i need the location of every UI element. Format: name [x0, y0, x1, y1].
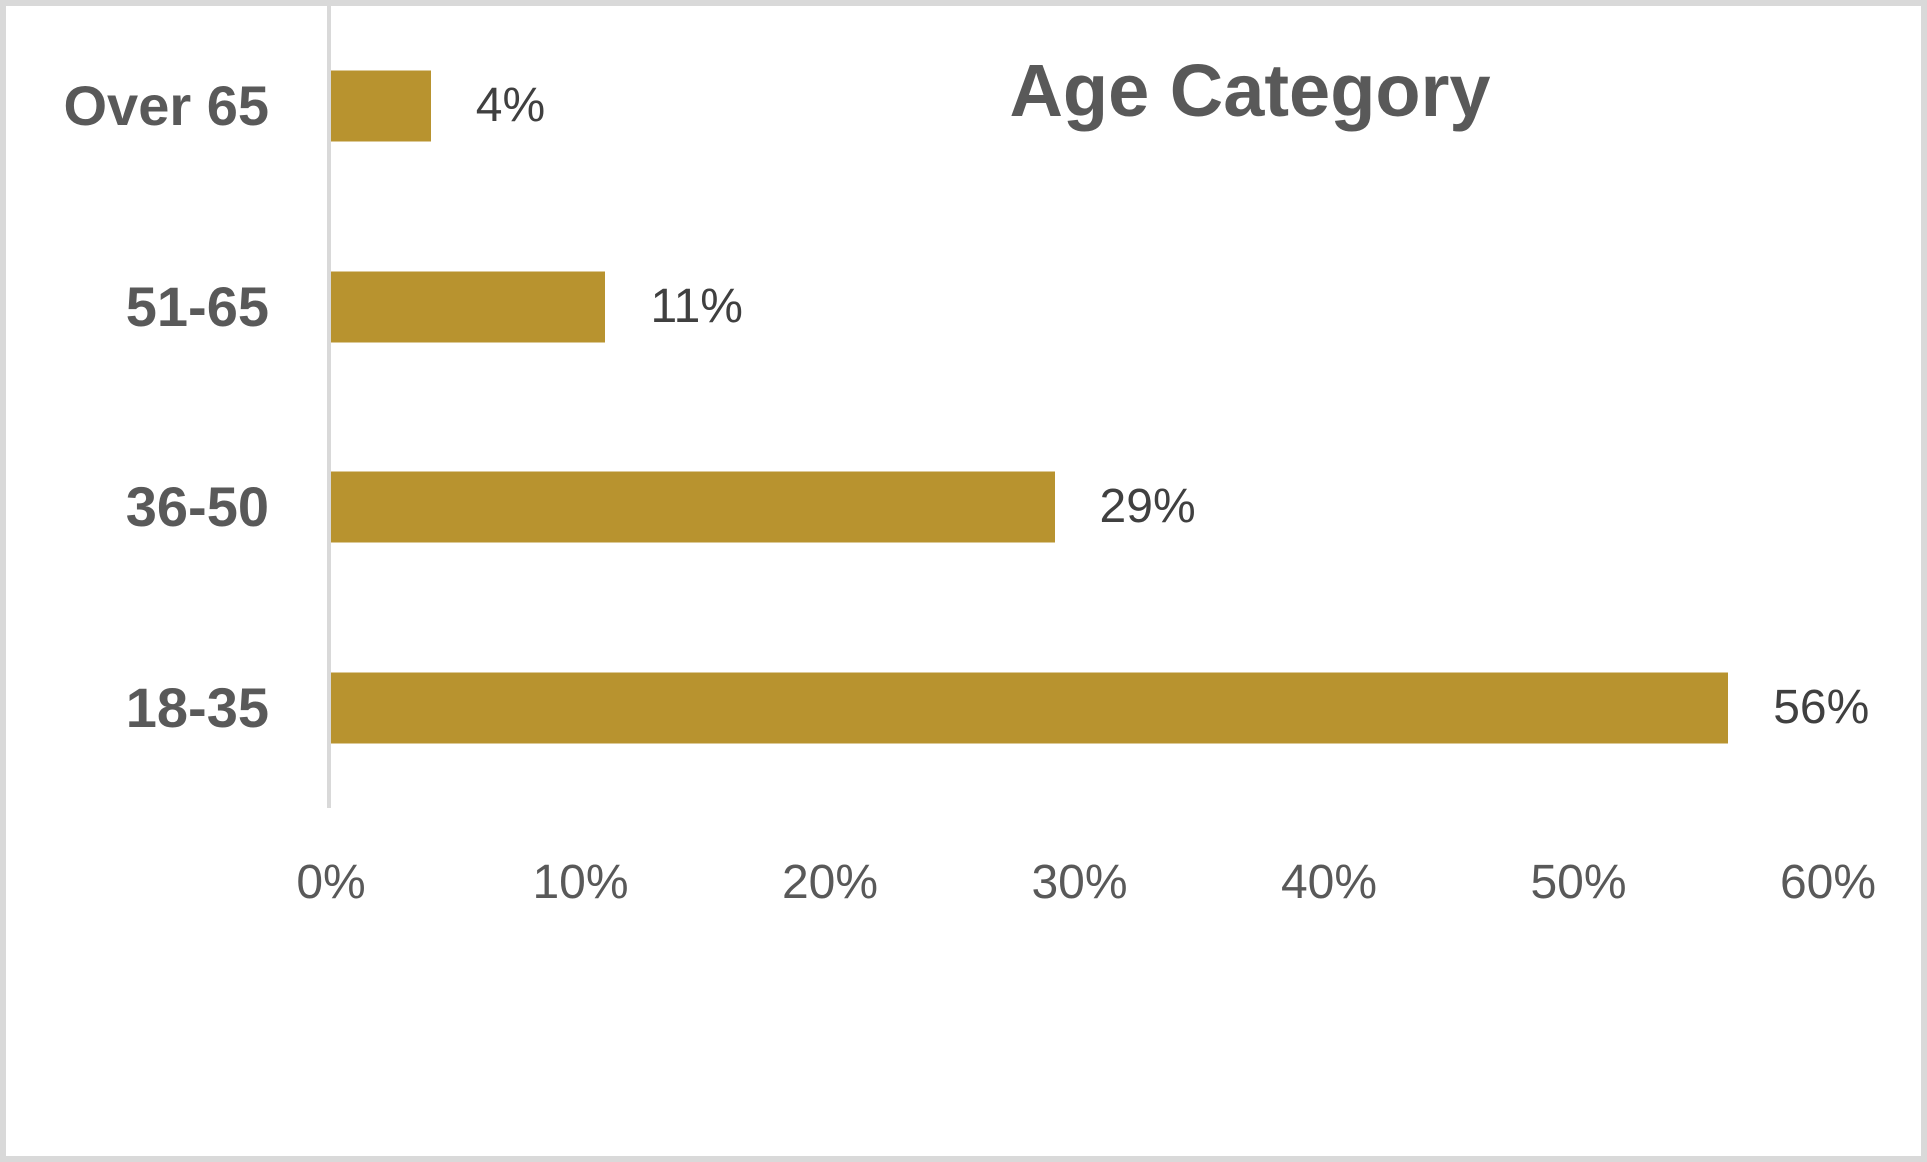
bar-36-50: [331, 471, 1055, 543]
value-label: 4%: [475, 79, 546, 133]
category-label: 36-50: [125, 475, 269, 539]
x-tick-label: 10%: [532, 856, 629, 909]
category-label: 18-35: [125, 675, 269, 739]
category-axis-line: [327, 6, 331, 808]
value-label: 56%: [1773, 680, 1870, 734]
bar-18-35: [331, 672, 1729, 744]
x-tick-label: 60%: [1779, 856, 1877, 909]
x-tick-label: 50%: [1530, 856, 1627, 909]
x-tick-label: 0%: [296, 856, 366, 909]
x-tick-label: 40%: [1280, 856, 1378, 909]
bar-over-65: [331, 70, 431, 142]
age-category-bar-chart: Age Category Over 65 4% 51-65 11% 36-50 29% 18…: [6, 6, 1921, 1156]
category-label: Over 65: [63, 74, 270, 138]
category-label: 51-65: [125, 274, 269, 338]
bar-51-65: [331, 271, 606, 343]
x-tick-label: 20%: [781, 856, 879, 909]
value-label: 11%: [650, 279, 743, 333]
chart-title: Age Category: [1009, 49, 1491, 132]
x-tick-label: 30%: [1031, 856, 1128, 909]
value-label: 29%: [1099, 480, 1196, 534]
